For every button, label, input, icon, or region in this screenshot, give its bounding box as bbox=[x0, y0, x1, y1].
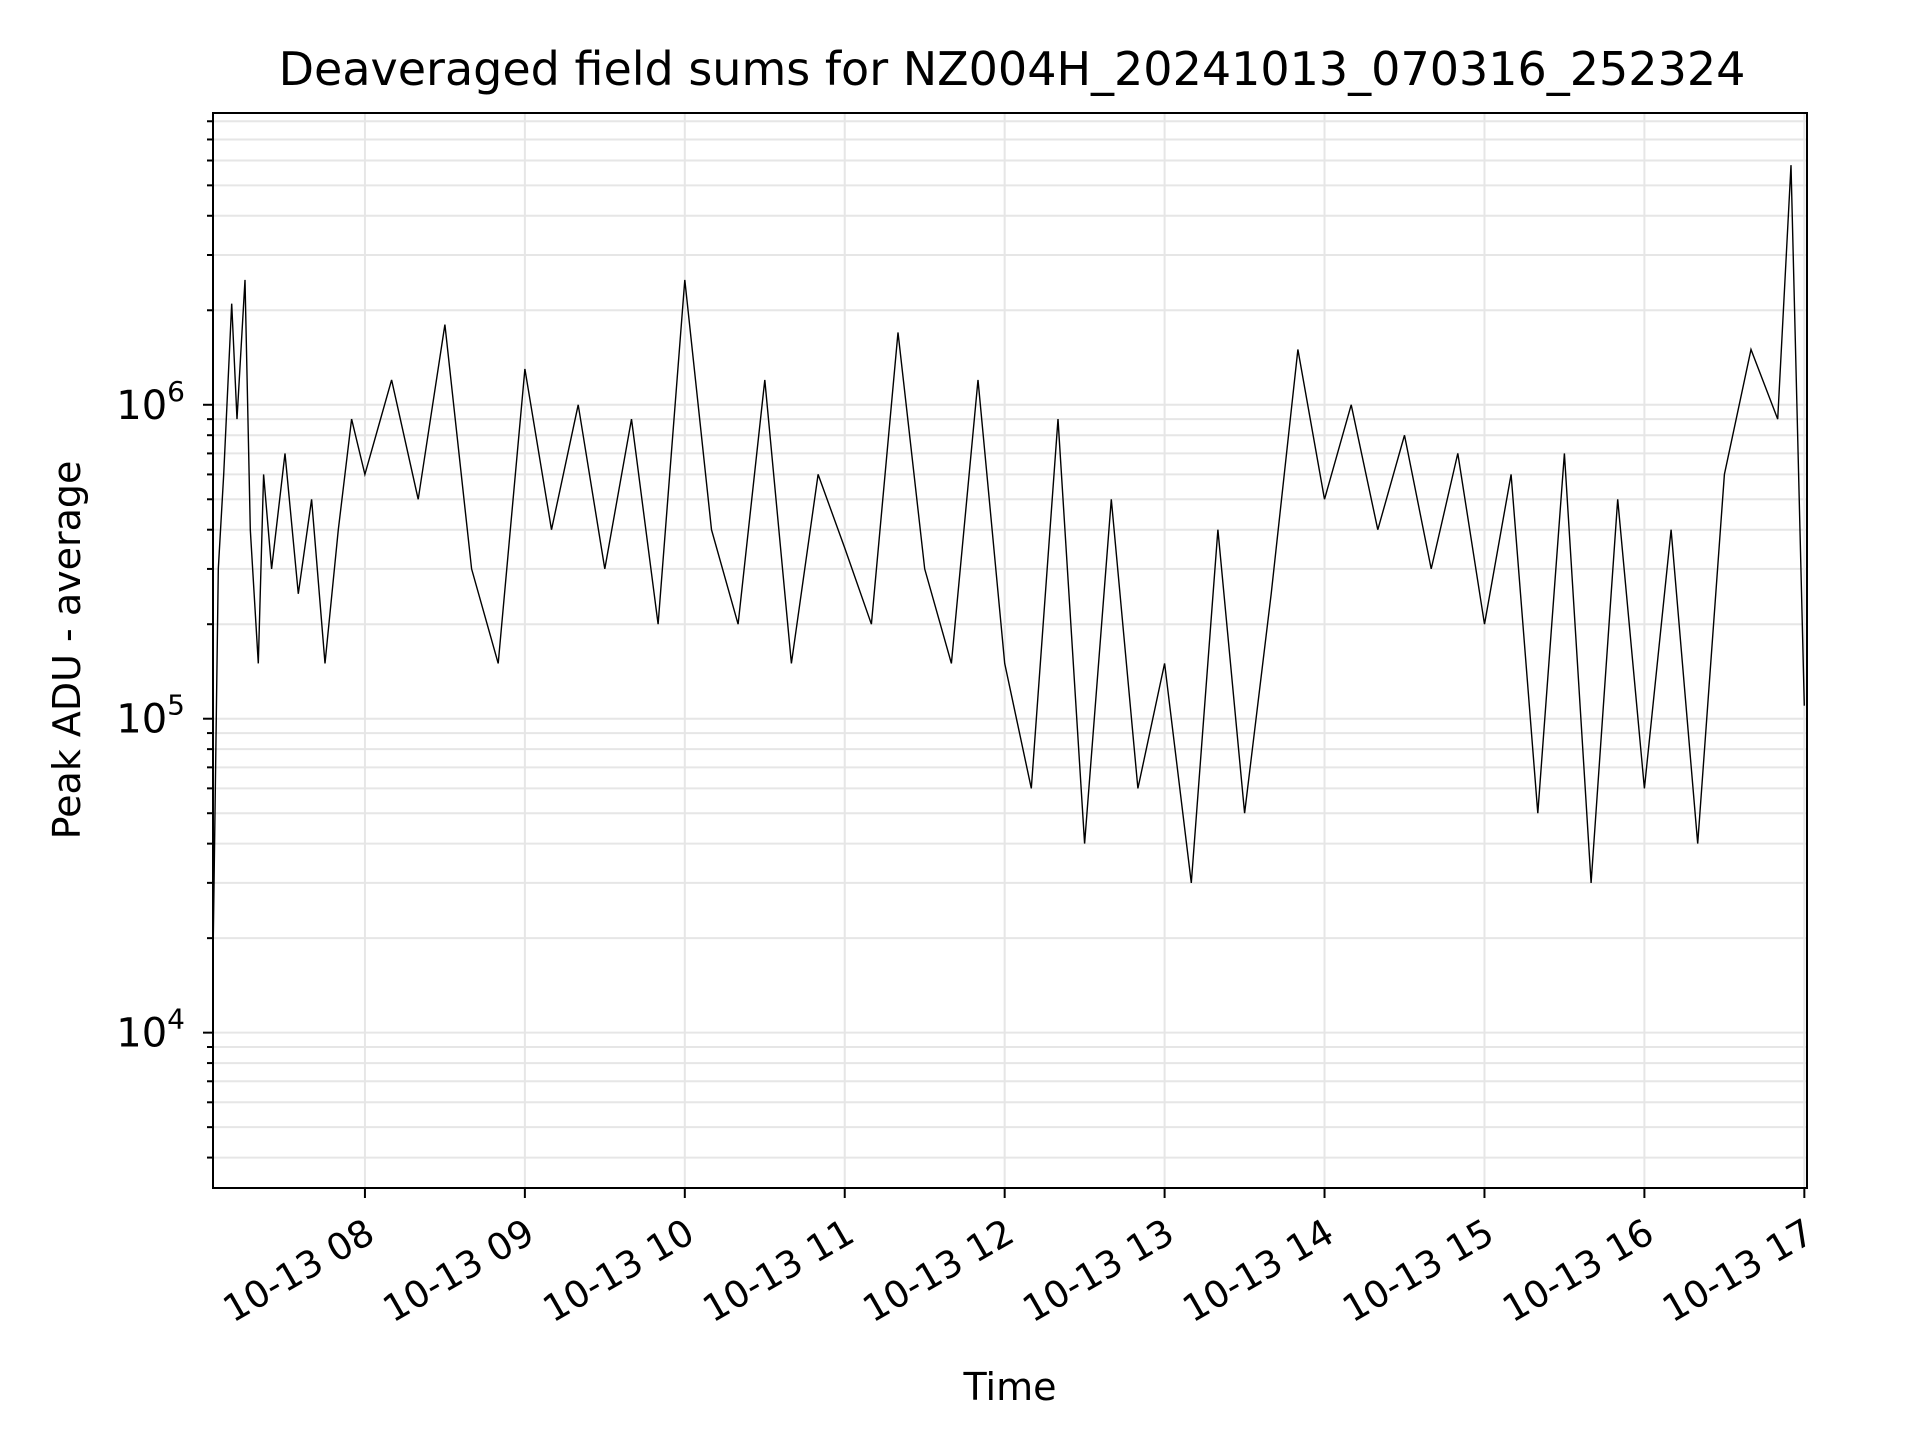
grid bbox=[213, 113, 1807, 1188]
y-tick-label: 106 bbox=[116, 375, 185, 429]
x-axis-label: Time bbox=[963, 1365, 1057, 1409]
series-layer bbox=[212, 165, 1805, 961]
plot-area-frame bbox=[212, 112, 1808, 1189]
series-line bbox=[212, 165, 1805, 961]
y-axis: 104 105 106 bbox=[116, 120, 213, 1159]
y-tick-label: 104 bbox=[116, 1003, 185, 1057]
y-axis-label: Peak ADU - average bbox=[45, 461, 89, 840]
y-tick-label: 105 bbox=[116, 689, 185, 743]
chart-title: Deaveraged field sums for NZ004H_2024101… bbox=[279, 42, 1746, 96]
